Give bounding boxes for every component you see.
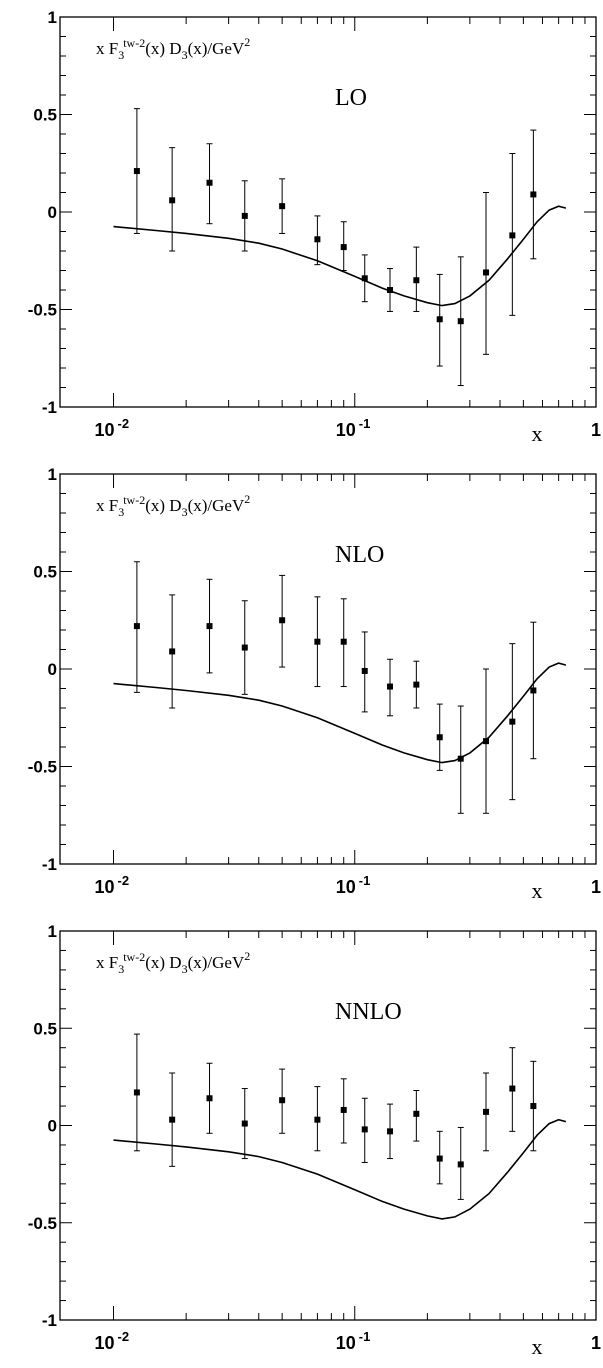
data-point <box>413 681 420 688</box>
plot-frame <box>59 473 597 865</box>
data-point <box>314 236 321 243</box>
data-point <box>361 667 368 674</box>
data-point <box>279 203 286 210</box>
y-tick-label: 0.5 <box>33 563 57 582</box>
y-tick-label: -1 <box>42 1311 57 1330</box>
data-point <box>314 1116 321 1123</box>
data-point <box>206 623 213 630</box>
x-tick-label: 1 <box>591 877 601 897</box>
y-tick-label: 0 <box>48 203 57 222</box>
data-point <box>436 316 443 323</box>
data-point <box>509 718 516 725</box>
data-point <box>436 1155 443 1162</box>
y-tick-label: -0.5 <box>28 758 57 777</box>
data-point <box>279 1097 286 1104</box>
data-point <box>530 191 537 198</box>
data-point <box>509 1085 516 1092</box>
data-point <box>169 197 176 204</box>
data-point <box>241 644 248 651</box>
data-point <box>241 1120 248 1127</box>
data-point <box>314 638 321 645</box>
data-point <box>413 1110 420 1117</box>
data-point <box>133 1089 140 1096</box>
chart-panel-1: 1 0.5 0 -0.5 -1 10 -2 10 -1 1 x x F3tw-2(x) D3(x)/G… <box>28 8 601 446</box>
x-tick-label: 10 -1 <box>336 416 371 440</box>
data-point <box>361 275 368 282</box>
data-point <box>457 318 464 325</box>
data-point <box>413 277 420 284</box>
y-tick-label: 1 <box>48 922 57 941</box>
data-point <box>387 1128 394 1135</box>
plot-frame <box>59 930 597 1321</box>
chart-panel-3: 1 0.5 0 -0.5 -1 10 -2 10 -1 1 x x F3tw-2(x) D3(x)/G… <box>28 922 601 1359</box>
data-point <box>241 212 248 219</box>
data-point <box>387 683 394 690</box>
data-point <box>530 1103 537 1110</box>
y-tick-label: -1 <box>42 398 57 417</box>
data-point <box>340 638 347 645</box>
x-tick-label: 10 -2 <box>95 873 130 897</box>
chart-panel-2: 1 0.5 0 -0.5 -1 10 -2 10 -1 1 x x F3tw-2(x) D3(x)/G… <box>28 465 601 903</box>
x-tick-label: 10 -1 <box>336 873 371 897</box>
data-point <box>483 1108 490 1115</box>
data-point <box>361 1126 368 1133</box>
data-point <box>169 648 176 655</box>
y-tick-label: -1 <box>42 855 57 874</box>
data-point <box>133 623 140 630</box>
data-point <box>133 168 140 175</box>
order-annotation: LO <box>335 85 367 111</box>
data-point <box>436 734 443 741</box>
y-tick-label: 0 <box>48 1117 57 1136</box>
data-point <box>206 179 213 186</box>
data-point <box>483 738 490 745</box>
data-point <box>509 232 516 239</box>
data-point <box>457 755 464 762</box>
x-tick-label: 10 -1 <box>336 1329 371 1353</box>
data-point <box>483 269 490 276</box>
x-axis-label: x <box>532 878 543 903</box>
y-tick-label: -0.5 <box>28 301 57 320</box>
y-tick-label: 0 <box>48 660 57 679</box>
y-tick-label: -0.5 <box>28 1214 57 1233</box>
x-tick-label: 1 <box>591 1333 601 1353</box>
x-tick-label: 10 -2 <box>95 1329 130 1353</box>
y-tick-label: 1 <box>48 8 57 27</box>
theory-curve <box>113 662 567 764</box>
x-tick-label: 10 -2 <box>95 416 130 440</box>
x-tick-label: 1 <box>591 420 601 440</box>
order-annotation: NLO <box>335 542 384 568</box>
theory-curve <box>113 205 567 307</box>
data-point <box>206 1095 213 1102</box>
x-axis-label: x <box>532 421 543 446</box>
y-tick-label: 0.5 <box>33 106 57 125</box>
plot-frame <box>59 16 597 408</box>
data-point <box>530 687 537 694</box>
y-axis-label: x F3tw-2(x) D3(x)/GeV2 <box>96 949 250 976</box>
data-point <box>457 1161 464 1168</box>
y-tick-label: 0.5 <box>33 1019 57 1038</box>
data-point <box>387 287 394 293</box>
y-axis-label: x F3tw-2(x) D3(x)/GeV2 <box>96 492 250 519</box>
x-axis-label: x <box>532 1334 543 1359</box>
y-tick-label: 1 <box>48 465 57 484</box>
data-point <box>279 617 286 624</box>
order-annotation: NNLO <box>335 999 402 1025</box>
data-point <box>169 1116 176 1123</box>
data-point <box>340 244 347 251</box>
theory-curve <box>113 1118 567 1220</box>
data-point <box>340 1106 347 1113</box>
y-axis-label: x F3tw-2(x) D3(x)/GeV2 <box>96 35 250 62</box>
